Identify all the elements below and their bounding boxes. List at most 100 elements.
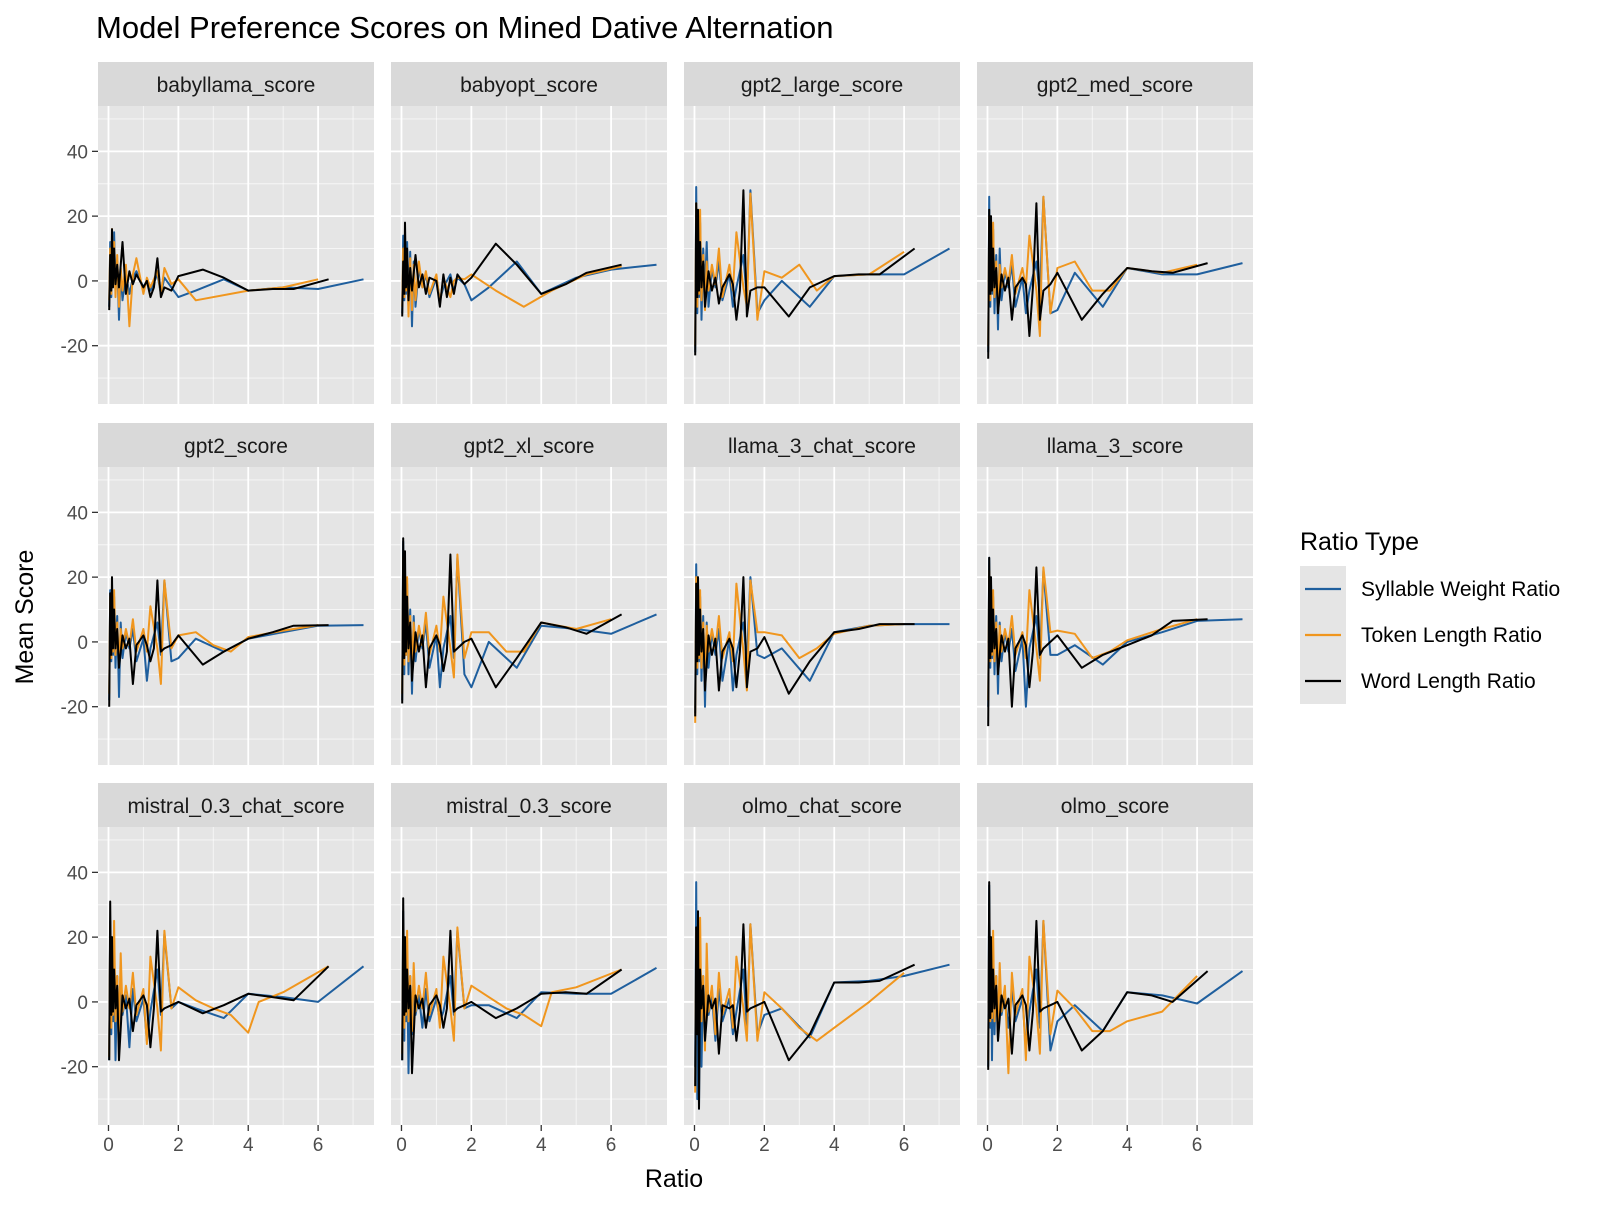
series-line-word-length-ratio [987, 202, 1208, 359]
facet-strip-label: llama_3_score [1047, 435, 1184, 458]
series-line-word-length-ratio [401, 897, 623, 1075]
series-lines [987, 556, 1243, 727]
y-tick-label: 0 [77, 272, 88, 293]
x-tick-label: 6 [606, 1135, 617, 1156]
facet-strip-label: olmo_score [1061, 795, 1170, 818]
x-tick-label: 0 [103, 1135, 114, 1156]
panel-background [684, 467, 960, 765]
facet-strip-label: olmo_chat_score [742, 795, 902, 818]
facet-strip [391, 423, 667, 467]
facet-strip [977, 783, 1253, 827]
facet-panel-olmo_chat_score: olmo_chat_score 0 2 4 6 [684, 783, 960, 1156]
series-line-word-length-ratio [108, 900, 330, 1062]
y-tick-label: 0 [77, 993, 88, 1014]
y-tick-label: 20 [67, 568, 88, 589]
series-line-word-length-ratio [987, 556, 1208, 727]
legend-entries: Syllable Weight Ratio Token Length Ratio W… [1300, 566, 1560, 704]
y-tick-label: 0 [77, 633, 88, 654]
y-tick-label: -20 [61, 698, 88, 719]
series-lines [694, 881, 950, 1110]
x-tick-label: 6 [1192, 1135, 1203, 1156]
panel-background [391, 467, 667, 765]
series-lines [401, 897, 657, 1075]
facet-strip [684, 62, 960, 106]
series-lines [987, 195, 1243, 359]
y-tick-label: -20 [61, 1058, 88, 1079]
x-tick-label: 2 [173, 1135, 184, 1156]
facet-strip [98, 783, 374, 827]
series-lines [987, 881, 1244, 1075]
facet-panel-llama_3_score: llama_3_score [977, 423, 1253, 765]
legend: Ratio Type Syllable Weight Ratio Token Le… [1300, 528, 1560, 704]
y-tick-label: 20 [67, 928, 88, 949]
x-tick-label: 4 [536, 1135, 547, 1156]
panel-background [391, 827, 667, 1125]
y-axis-title: Mean Score [11, 550, 39, 685]
y-tick-label: -20 [61, 337, 88, 358]
facet-panel-llama_3_chat_score: llama_3_chat_score [684, 423, 960, 765]
series-lines [108, 576, 364, 707]
facet-strip-label: mistral_0.3_score [446, 795, 612, 818]
x-tick-label: 2 [759, 1135, 770, 1156]
series-line-word-length-ratio [401, 221, 622, 317]
facet-panel-gpt2_large_score: gpt2_large_score [684, 62, 960, 404]
series-lines [108, 228, 364, 328]
series-lines [694, 186, 950, 356]
facet-panel-olmo_score: olmo_score 0 2 4 6 [977, 783, 1253, 1156]
panel-background [391, 106, 667, 404]
series-line-word-length-ratio [694, 576, 915, 717]
panel-background [977, 467, 1253, 765]
facet-panel-gpt2_score: gpt2_score -20 0 20 40 [61, 423, 374, 765]
series-lines [108, 900, 365, 1062]
y-tick-label: 40 [67, 503, 88, 524]
facet-strip [977, 423, 1253, 467]
facet-strip-label: gpt2_xl_score [464, 435, 595, 458]
x-tick-label: 2 [466, 1135, 477, 1156]
chart-title: Model Preference Scores on Mined Dative … [96, 10, 834, 45]
x-tick-label: 4 [1122, 1135, 1133, 1156]
facet-strip [977, 62, 1253, 106]
x-tick-label: 0 [396, 1135, 407, 1156]
facet-strip-label: gpt2_score [184, 435, 288, 458]
panel-background [977, 827, 1253, 1125]
series-line-token-length-ratio [694, 192, 905, 346]
x-tick-label: 2 [1052, 1135, 1063, 1156]
series-lines [694, 563, 950, 723]
series-line-word-length-ratio [401, 537, 623, 704]
x-tick-label: 0 [689, 1135, 700, 1156]
facet-strip [684, 783, 960, 827]
panel-background [98, 467, 374, 765]
legend-label: Token Length Ratio [1361, 624, 1542, 647]
facet-strip-label: gpt2_med_score [1037, 74, 1193, 97]
facet-panel-mistral_0.3_score: mistral_0.3_score 0 2 4 6 [391, 783, 667, 1156]
legend-label: Word Length Ratio [1361, 670, 1536, 693]
series-line-word-length-ratio [694, 189, 916, 356]
facet-strip-label: babyllama_score [157, 74, 316, 97]
x-tick-label: 4 [829, 1135, 840, 1156]
x-tick-label: 4 [243, 1135, 254, 1156]
facet-strip-label: llama_3_chat_score [728, 435, 916, 458]
facet-panel-babyllama_score: babyllama_score -20 0 20 40 [61, 62, 374, 404]
y-tick-label: 40 [67, 863, 88, 884]
facet-strip-label: gpt2_large_score [741, 74, 903, 97]
facet-panel-mistral_0.3_chat_score: mistral_0.3_chat_score -20 0 20 40 0 2 4 6 [61, 783, 374, 1156]
facet-strip-label: babyopt_score [460, 74, 598, 97]
facet-strip-label: mistral_0.3_chat_score [127, 795, 344, 818]
series-lines [401, 537, 657, 704]
facet-strip [684, 423, 960, 467]
panel-background [98, 106, 374, 404]
facet-strip [391, 783, 667, 827]
facet-strip [98, 62, 374, 106]
y-tick-label: 20 [67, 207, 88, 228]
series-lines [401, 221, 657, 328]
facet-panel-babyopt_score: babyopt_score [391, 62, 667, 404]
legend-title: Ratio Type [1300, 528, 1419, 556]
legend-entry: Syllable Weight Ratio [1300, 566, 1560, 612]
x-tick-label: 6 [313, 1135, 324, 1156]
panel-background [977, 106, 1253, 404]
legend-entry: Token Length Ratio [1300, 612, 1542, 658]
series-line-word-length-ratio [108, 228, 329, 311]
